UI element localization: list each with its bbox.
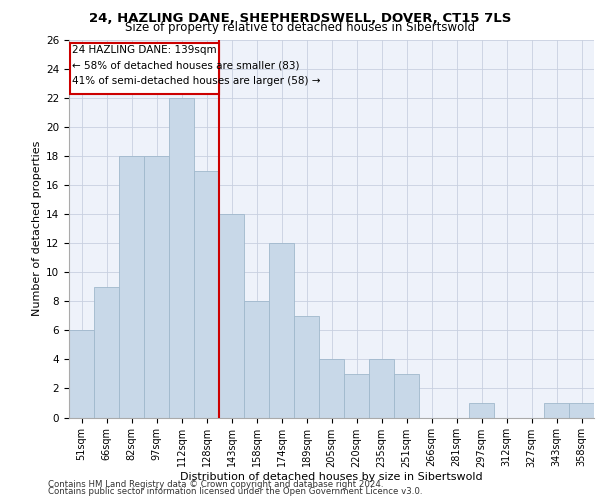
Text: 24, HAZLING DANE, SHEPHERDSWELL, DOVER, CT15 7LS: 24, HAZLING DANE, SHEPHERDSWELL, DOVER, … <box>89 12 511 24</box>
Bar <box>244 302 269 418</box>
Bar <box>569 403 594 417</box>
Bar <box>294 316 319 418</box>
Text: Contains HM Land Registry data © Crown copyright and database right 2024.: Contains HM Land Registry data © Crown c… <box>48 480 383 489</box>
Y-axis label: Number of detached properties: Number of detached properties <box>32 141 42 316</box>
Text: ← 58% of detached houses are smaller (83): ← 58% of detached houses are smaller (83… <box>73 60 300 70</box>
Text: Size of property relative to detached houses in Sibertswold: Size of property relative to detached ho… <box>125 22 475 35</box>
Bar <box>194 170 219 418</box>
Text: 24 HAZLING DANE: 139sqm: 24 HAZLING DANE: 139sqm <box>73 45 217 55</box>
Bar <box>394 374 419 418</box>
Bar <box>119 156 144 417</box>
Bar <box>469 403 494 417</box>
Bar <box>69 330 94 418</box>
Bar <box>319 360 344 418</box>
Bar <box>369 360 394 418</box>
Bar <box>544 403 569 417</box>
Bar <box>94 287 119 418</box>
Text: 41% of semi-detached houses are larger (58) →: 41% of semi-detached houses are larger (… <box>73 76 321 86</box>
Bar <box>269 244 294 418</box>
Bar <box>344 374 369 418</box>
FancyBboxPatch shape <box>70 43 219 94</box>
Bar <box>169 98 194 418</box>
X-axis label: Distribution of detached houses by size in Sibertswold: Distribution of detached houses by size … <box>180 472 483 482</box>
Bar <box>219 214 244 418</box>
Text: Contains public sector information licensed under the Open Government Licence v3: Contains public sector information licen… <box>48 487 422 496</box>
Bar <box>144 156 169 417</box>
